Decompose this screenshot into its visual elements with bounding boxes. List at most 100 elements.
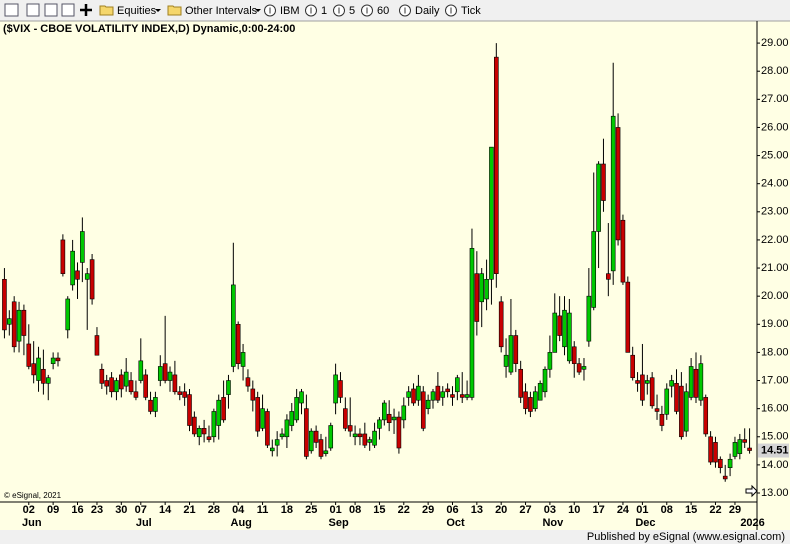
x-tick-label: 22 (398, 504, 410, 516)
x-tick-label: 04 (232, 504, 245, 516)
candle-body (747, 447, 752, 451)
toolbar-items: IBM 1 5 60 Daily Tick (264, 4, 481, 17)
last-price-box (758, 443, 789, 458)
candle-body (718, 458, 723, 468)
candle-body (294, 397, 299, 421)
scroll-icon[interactable] (745, 484, 758, 498)
candle-body (674, 383, 679, 412)
plot (2, 43, 752, 482)
candle-body (11, 301, 17, 348)
candle-body (591, 231, 597, 308)
candle-body (416, 385, 421, 401)
toolbar-bg (0, 0, 790, 21)
candle-body (104, 380, 110, 387)
candle-body (406, 391, 411, 398)
toolbar: Equities Other Intervals IBM 1 5 60 Daily Tic… (0, 0, 790, 22)
x-tick-label: 28 (208, 504, 220, 516)
icon-button[interactable] (26, 3, 40, 17)
candle-body (231, 284, 236, 367)
candle-body (683, 391, 689, 432)
candle-body (610, 115, 616, 272)
candle-body (732, 442, 738, 457)
y-tick-label: 23.00 (761, 206, 789, 218)
candle-body (216, 399, 222, 426)
candle-body (586, 295, 592, 342)
candle-body (192, 416, 197, 435)
candle-body (474, 273, 480, 322)
icon-button[interactable] (4, 3, 19, 17)
candle-body (547, 352, 553, 370)
month-label: 2026 (740, 517, 764, 529)
candle-body (513, 335, 519, 364)
candle-body (411, 388, 416, 404)
month-label: Nov (542, 517, 564, 529)
candle-body (133, 391, 139, 398)
toolbar-item[interactable]: Daily (415, 5, 440, 17)
candle-body (382, 402, 387, 421)
candle-body (89, 259, 95, 300)
menu[interactable]: Equities (117, 5, 157, 17)
y-tick-label: 13.00 (761, 487, 789, 499)
candle-body (284, 419, 290, 438)
candle-body (503, 354, 509, 367)
month-label: Sep (329, 517, 349, 529)
candle-body (693, 368, 699, 398)
candle-body (84, 273, 90, 280)
candle-body (167, 371, 173, 381)
candle-body (445, 388, 450, 393)
candle-body (737, 439, 743, 454)
toolbar-item[interactable]: IBM (280, 5, 300, 17)
dropdown-arrow[interactable] (155, 9, 161, 12)
candle-body (571, 346, 577, 364)
toolbar-item[interactable]: 60 (377, 5, 389, 17)
x-tick-label: 29 (729, 504, 741, 516)
y-tick-label: 22.00 (761, 234, 789, 246)
candle-body (722, 475, 728, 480)
candle-body (187, 394, 192, 426)
candle-body (123, 371, 129, 387)
x-tick-label: 06 (446, 504, 458, 516)
candle-body (479, 273, 485, 303)
toolbar-item[interactable]: 5 (349, 5, 355, 17)
month-label: Aug (231, 517, 252, 529)
x-tick-label: 22 (709, 504, 721, 516)
last-price-label: 14.51 (761, 444, 789, 456)
candle-body (542, 368, 548, 393)
candle-body (523, 391, 528, 409)
candle-body (679, 385, 684, 438)
candle-body (489, 146, 494, 280)
candle-body (464, 394, 470, 398)
y-tick-label: 21.00 (761, 262, 789, 274)
candle-body (347, 425, 353, 432)
candle-body (508, 335, 514, 373)
x-tick-label: 15 (373, 504, 385, 516)
candle-body (469, 248, 475, 398)
icon-button[interactable] (44, 3, 58, 17)
candle-body (640, 374, 645, 401)
x-tick-label: 13 (471, 504, 483, 516)
candle-body (362, 433, 368, 446)
x-tick-label: 08 (349, 504, 361, 516)
add-button[interactable] (80, 4, 92, 16)
candle-body (372, 430, 377, 446)
candle-body (99, 368, 105, 384)
candle-body (70, 250, 75, 286)
dropdown-arrow[interactable] (255, 9, 261, 12)
candle-body (250, 388, 256, 401)
candle-body (742, 439, 747, 443)
candle-body (21, 309, 27, 336)
candle-body (333, 374, 338, 404)
candle-body (255, 397, 260, 432)
menu[interactable]: Other Intervals (185, 5, 258, 17)
footer-bg (0, 530, 790, 544)
candle-body (391, 416, 397, 421)
candle-body (386, 413, 392, 424)
candle-body (450, 394, 455, 398)
icon-button[interactable] (61, 3, 75, 17)
candle-body (459, 394, 465, 398)
toolbar-item[interactable]: 1 (321, 5, 327, 17)
candle-body (528, 397, 533, 412)
toolbar-item[interactable]: Tick (461, 5, 481, 17)
x-tick-label: 02 (23, 504, 35, 516)
x-tick-label: 18 (281, 504, 293, 516)
